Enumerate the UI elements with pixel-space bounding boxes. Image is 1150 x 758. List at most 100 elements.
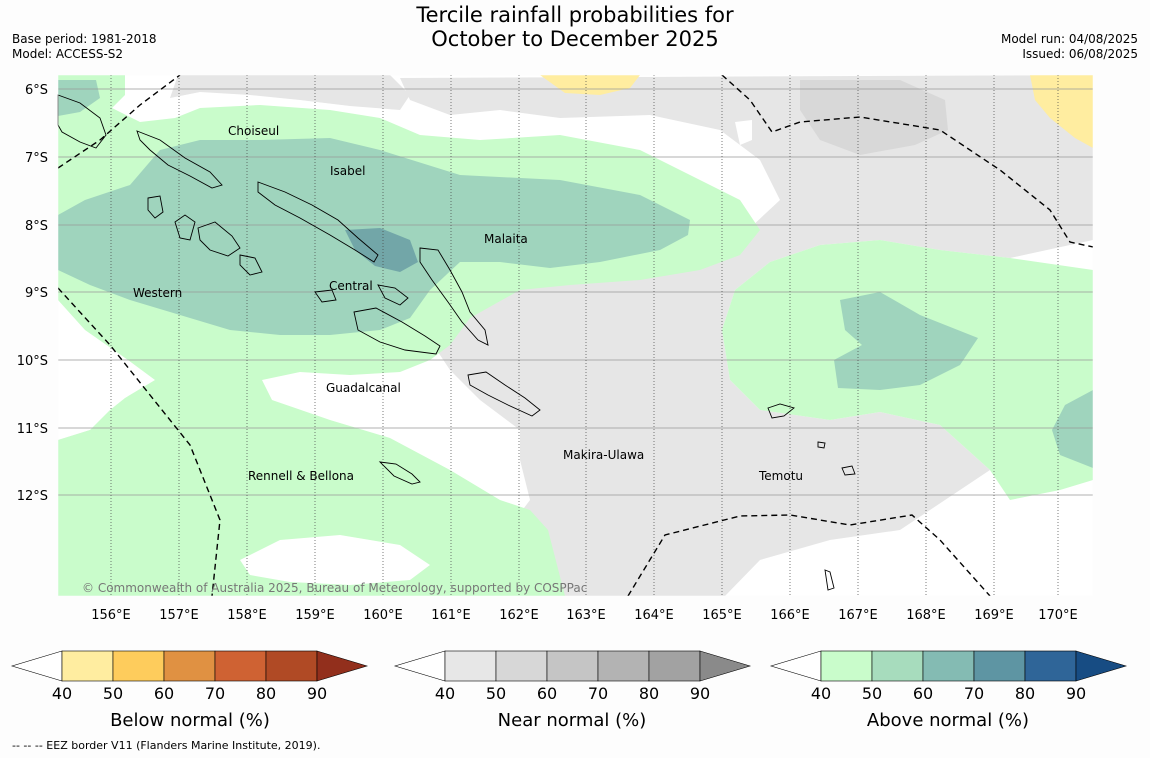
lon-tick-157: 157°E xyxy=(159,608,199,623)
cbar-above-tick-80: 80 xyxy=(1015,684,1035,703)
island-tikopia xyxy=(824,569,835,591)
island-isabel xyxy=(257,181,379,263)
cbar-above-70 xyxy=(973,650,1026,682)
cbar-near-title: Near normal (%) xyxy=(498,710,647,731)
map-frame xyxy=(57,74,1094,597)
region-label-isabel: Isabel xyxy=(330,164,365,178)
model-name: Model: ACCESS-S2 xyxy=(12,47,124,61)
near-normal-area-north xyxy=(170,75,410,110)
cbar-near-80 xyxy=(648,650,701,682)
island-vella xyxy=(147,195,164,219)
cbar-below-tick-50: 50 xyxy=(103,684,123,703)
probability-fields xyxy=(58,75,1093,596)
island-santa-cruz xyxy=(767,403,795,419)
cbar-above-80 xyxy=(1024,650,1077,682)
colorbar-below-normal: 40 50 60 70 80 90 Below normal (%) xyxy=(10,650,369,731)
cbar-below-60 xyxy=(163,650,216,682)
meta-left: Base period: 1981-2018 Model: ACCESS-S2 xyxy=(12,32,157,62)
colorbar-above-normal: 40 50 60 70 80 90 Above normal (%) xyxy=(769,650,1128,731)
cbar-below-under xyxy=(10,650,63,682)
cbar-below-tick-90: 90 xyxy=(307,684,327,703)
region-labels: Choiseul Isabel Malaita Western Central … xyxy=(133,124,803,483)
lon-tick-167: 167°E xyxy=(838,608,878,623)
lon-tick-165: 165°E xyxy=(702,608,742,623)
lat-tick-8s: 8°S xyxy=(25,219,48,234)
cbar-above-tick-50: 50 xyxy=(862,684,882,703)
white-gap-1 xyxy=(735,120,752,145)
eez-borders xyxy=(58,75,1093,596)
lon-tick-166: 166°E xyxy=(770,608,810,623)
lat-tick-9s: 9°S xyxy=(25,286,48,301)
map-title: Tercile rainfall probabilities for Octob… xyxy=(0,3,1150,51)
white-gap-2 xyxy=(900,470,1093,596)
region-label-western: Western xyxy=(133,286,182,300)
latitude-ticks: 6°S 7°S 8°S 9°S 10°S 11°S 12°S xyxy=(17,83,48,504)
lon-tick-159: 159°E xyxy=(295,608,335,623)
white-gap-south xyxy=(240,535,430,585)
lon-tick-156: 156°E xyxy=(91,608,131,623)
cbar-below-title: Below normal (%) xyxy=(110,710,270,731)
cbar-near-tick-80: 80 xyxy=(639,684,659,703)
longitude-ticks: 156°E 157°E 158°E 159°E 160°E 161°E 162°… xyxy=(91,608,1078,623)
cbar-below-50 xyxy=(112,650,165,682)
cbar-near-tick-40: 40 xyxy=(435,684,455,703)
lon-tick-158: 158°E xyxy=(227,608,267,623)
region-label-makira-ulawa: Makira-Ulawa xyxy=(563,448,644,462)
above-normal-dark-patch xyxy=(345,228,418,272)
eez-border-nw xyxy=(58,75,181,169)
island-bougainville xyxy=(57,94,107,149)
cbar-near-50 xyxy=(495,650,548,682)
region-label-temotu: Temotu xyxy=(758,469,803,483)
region-label-rennell-bellona: Rennell & Bellona xyxy=(248,469,354,483)
lon-tick-164: 164°E xyxy=(634,608,674,623)
cbar-below-tick-70: 70 xyxy=(205,684,225,703)
cbar-near-tick-50: 50 xyxy=(486,684,506,703)
below-normal-patch-north xyxy=(540,75,640,95)
colorbar-near-normal: 40 50 60 70 80 90 Near normal (%) xyxy=(393,650,752,731)
cbar-above-60 xyxy=(922,650,975,682)
title-line-2: October to December 2025 xyxy=(431,27,719,51)
cbar-above-tick-40: 40 xyxy=(811,684,831,703)
cbar-above-under xyxy=(769,650,822,682)
island-new-georgia xyxy=(174,214,263,276)
gridlines xyxy=(58,88,1093,496)
copyright-text: © Commonwealth of Australia 2025, Bureau… xyxy=(82,581,587,595)
cbar-near-under xyxy=(393,650,446,682)
title-line-1: Tercile rainfall probabilities for xyxy=(416,3,734,27)
lon-tick-163: 163°E xyxy=(566,608,606,623)
cbar-below-over xyxy=(316,650,369,682)
lat-tick-6s: 6°S xyxy=(25,83,48,98)
lat-tick-12s: 12°S xyxy=(17,489,48,504)
cbar-above-40 xyxy=(820,650,873,682)
eez-border-west xyxy=(58,287,221,596)
island-makira xyxy=(467,371,541,417)
cbar-near-60 xyxy=(546,650,599,682)
near-normal-area-east xyxy=(400,75,1093,596)
island-choiseul xyxy=(136,130,223,189)
cbar-below-tick-40: 40 xyxy=(52,684,72,703)
cbar-above-tick-70: 70 xyxy=(964,684,984,703)
model-run: Model run: 04/08/2025 xyxy=(1000,32,1138,46)
lon-tick-161: 161°E xyxy=(431,608,471,623)
cbar-above-title: Above normal (%) xyxy=(867,710,1029,731)
cbar-below-70 xyxy=(214,650,267,682)
near-normal-darker-patch xyxy=(800,80,948,155)
eez-border-north xyxy=(721,75,1093,248)
colorbar-near-swatches xyxy=(393,650,752,682)
meta-right: Model run: 04/08/2025 Issued: 06/08/2025 xyxy=(1001,32,1138,62)
island-florida xyxy=(314,284,409,306)
colorbar-below-swatches xyxy=(10,650,369,682)
island-rennell xyxy=(378,461,421,485)
region-label-choiseul: Choiseul xyxy=(228,124,279,138)
lon-tick-170: 170°E xyxy=(1038,608,1078,623)
lon-tick-168: 168°E xyxy=(906,608,946,623)
cbar-near-tick-90: 90 xyxy=(690,684,710,703)
region-label-guadalcanal: Guadalcanal xyxy=(326,381,401,395)
island-vanikoro xyxy=(841,465,856,476)
cbar-above-over xyxy=(1075,650,1128,682)
lon-tick-160: 160°E xyxy=(363,608,403,623)
lon-tick-169: 169°E xyxy=(974,608,1014,623)
issued-date: Issued: 06/08/2025 xyxy=(1022,47,1138,61)
below-normal-patch-ne xyxy=(1030,75,1093,148)
